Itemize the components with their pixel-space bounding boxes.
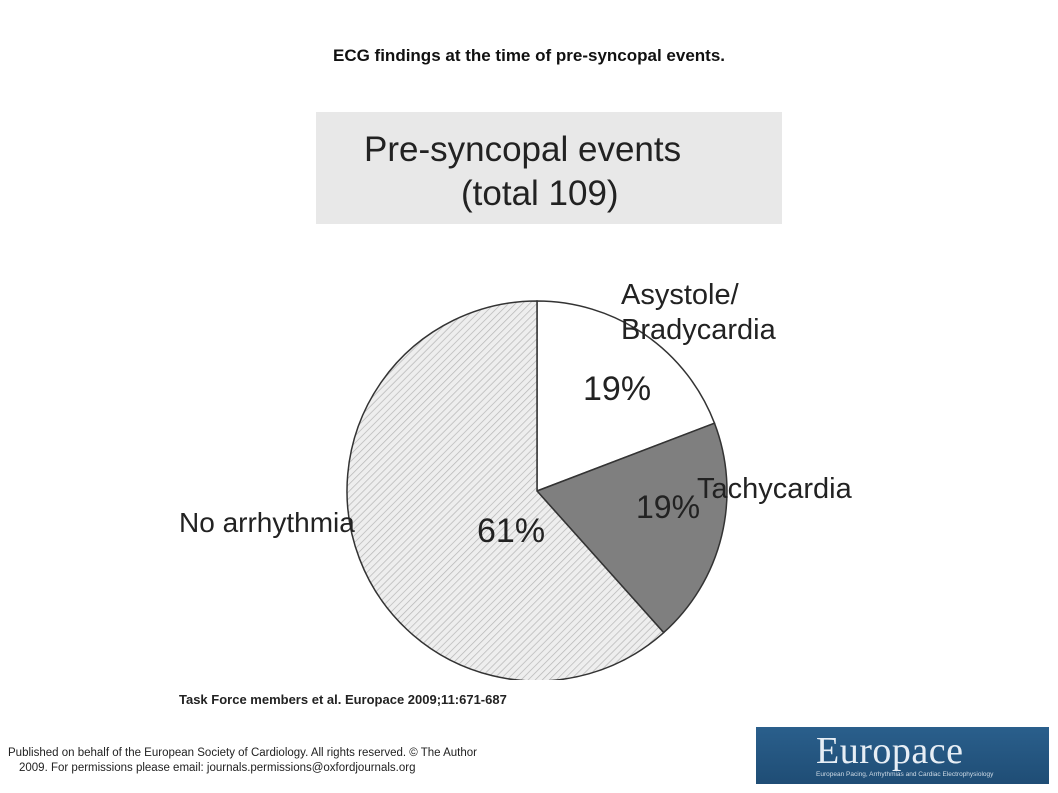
chart-subtitle: (total 109) [461,174,619,213]
pie-slice-tachycardia [535,422,728,634]
logo-wordmark: Europace [816,730,964,772]
page-title: ECG findings at the time of pre-syncopal… [332,46,725,65]
pie-chart: 19% 19% 61% Asystole/Bradycardia Tachycardia… [179,279,853,680]
pie-slice-no-arrhythmia [346,300,665,680]
pie-slice-asystole-bradycardia [536,300,716,493]
data-label-no-arrhythmia: 61% [477,512,545,550]
chart-figure: Pre-syncopal events (total 109) 19% 19% 61… [160,100,920,680]
chart-title-box: Pre-syncopal events (total 109) [316,112,782,224]
footer-line-1: Published on behalf of the European Soci… [8,747,477,759]
logo-subtitle: European Pacing, Arrhythmias and Cardiac… [816,771,994,778]
data-label-tachycardia: 19% [636,489,700,525]
chart-title: Pre-syncopal events [364,130,682,169]
data-label-asystole-bradycardia: 19% [583,370,651,408]
category-label-tachycardia: Tachycardia [697,473,853,505]
category-label-asystole-bradycardia: Asystole/Bradycardia [621,279,777,346]
europace-logo: Europace European Pacing, Arrhythmias an… [756,727,1049,784]
footer-line-2: 2009. For permissions please email: jour… [19,762,416,774]
footer-notice: Published on behalf of the European Soci… [8,746,588,776]
category-label-no-arrhythmia: No arrhythmia [179,507,355,538]
citation: Task Force members et al. Europace 2009;… [179,692,507,707]
